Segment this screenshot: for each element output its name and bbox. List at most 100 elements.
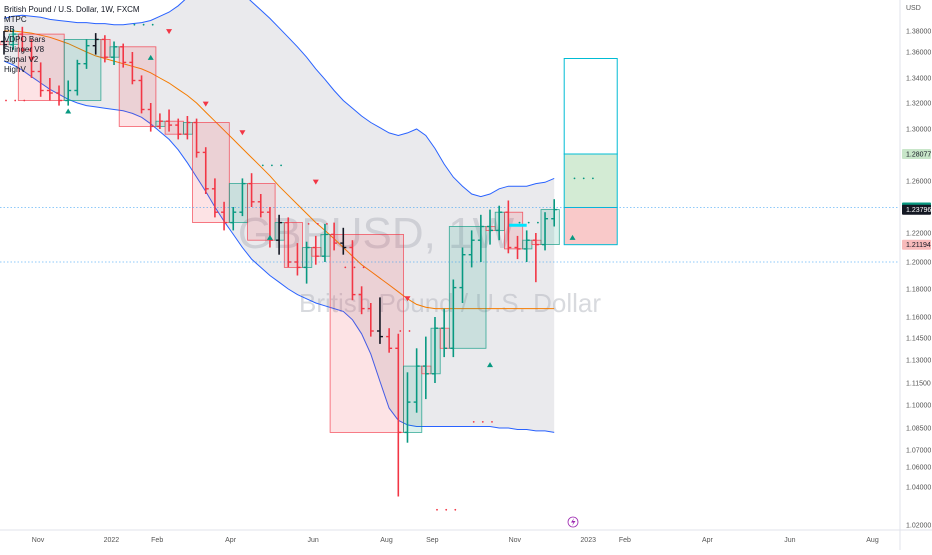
- vdpo-box: [228, 183, 249, 224]
- buy-signal: [147, 54, 154, 60]
- sell-signal: [404, 296, 411, 302]
- signal-dot: [436, 508, 438, 511]
- ohlc-bar: [349, 240, 356, 301]
- legend-indicator[interactable]: MTPC: [4, 15, 27, 24]
- price-badge-bg: [902, 149, 931, 159]
- price-tick-label: 1.06000: [906, 465, 931, 472]
- vdpo-box: [503, 211, 524, 250]
- price-badge-bg: [902, 239, 931, 250]
- ohlc-bar: [65, 80, 72, 106]
- sell-signal: [239, 130, 246, 136]
- price-tick-label: 1.30000: [906, 127, 931, 134]
- currency-label: USD: [906, 5, 921, 12]
- signal-dot: [582, 177, 585, 180]
- position-tool[interactable]: [508, 58, 618, 246]
- legend-indicator[interactable]: Signal V2: [4, 55, 39, 64]
- ohlc-bar: [193, 118, 200, 158]
- price-tick-label: 1.08500: [906, 426, 931, 433]
- vdpo-box: [118, 46, 157, 127]
- ohlc-bar: [505, 200, 512, 254]
- signal-dot: [23, 99, 26, 102]
- ohlc-bar: [487, 209, 494, 245]
- ohlc-bar: [404, 372, 411, 443]
- ohlc-bar: [431, 317, 438, 383]
- watermark-name: British Pound / U.S. Dollar: [299, 288, 601, 318]
- ohlc-bars: [1, 26, 558, 497]
- ohlc-bar: [175, 118, 182, 140]
- signal-dot: [271, 164, 273, 167]
- price-badge: 1.28077: [902, 149, 931, 159]
- buy-signal: [487, 362, 494, 368]
- buy-signal: [266, 234, 273, 240]
- lightning-icon[interactable]: [567, 516, 579, 528]
- time-tick-label: 2022: [104, 537, 120, 544]
- signal-dot: [573, 177, 576, 180]
- ohlc-bar: [532, 233, 539, 283]
- price-axis[interactable]: 1.02000 1.04000 1.06000 1.07000 1.08500 1.100…: [902, 29, 931, 530]
- price-badge-label: 1.23796: [906, 207, 931, 214]
- signal-marks: [5, 23, 594, 511]
- ohlc-bar: [441, 308, 448, 358]
- time-axis[interactable]: Nov 2022 Feb Apr Jun Aug Sep Nov 2023 Feb Apr Jun Au…: [32, 537, 932, 544]
- time-tick-label: Aug: [866, 537, 879, 544]
- ohlc-bar: [514, 235, 521, 260]
- lower-band-line: [3, 60, 555, 433]
- sell-signal: [202, 101, 209, 107]
- ohlc-bar: [56, 85, 63, 106]
- signal-dot: [472, 421, 475, 423]
- buy-signal: [569, 234, 576, 240]
- ohlc-bar: [285, 217, 292, 268]
- vdpo-box: [283, 222, 303, 268]
- price-tick-label: 1.16000: [906, 315, 931, 322]
- time-tick-label: Aug: [380, 537, 393, 544]
- price-badge: 1.23796: [902, 204, 931, 215]
- ohlc-bar: [523, 230, 530, 262]
- vdpo-box: [403, 365, 423, 433]
- ohlc-bar: [211, 178, 218, 218]
- ohlc-bar: [156, 113, 163, 129]
- ohlc-bar: [395, 333, 402, 497]
- ohlc-bar: [257, 194, 264, 218]
- sell-signal: [312, 179, 319, 185]
- ohlc-bar: [83, 39, 90, 69]
- ohlc-bar: [276, 214, 283, 255]
- ohlc-bar: [202, 147, 209, 194]
- legend-indicator[interactable]: HighV: [4, 65, 26, 74]
- ohlc-bar: [294, 243, 301, 276]
- price-tick-label: 1.02000: [906, 523, 931, 530]
- time-tick-label: Feb: [619, 537, 631, 544]
- price-tick-label: 1.26000: [906, 179, 931, 186]
- legend-indicator[interactable]: Stringer V8: [4, 45, 45, 54]
- ohlc-bar: [376, 297, 383, 344]
- price-tick-label: 1.34000: [906, 76, 931, 83]
- legend-title[interactable]: British Pound / U.S. Dollar, 1W, FXCM: [4, 5, 140, 14]
- ohlc-bar: [74, 59, 81, 96]
- signal-dot: [408, 330, 411, 332]
- ohlc-bar: [147, 103, 154, 132]
- ohlc-bar: [340, 227, 347, 255]
- legend-indicator[interactable]: VDPO Bars: [4, 35, 46, 44]
- ohlc-bar: [358, 286, 365, 315]
- signal-dot: [537, 221, 539, 224]
- price-badge-bg: [902, 204, 931, 215]
- signal-dot: [344, 266, 347, 269]
- ohlc-bar: [120, 43, 127, 68]
- time-tick-label: Sep: [426, 537, 439, 544]
- ohlc-bar: [10, 28, 17, 50]
- ohlc-bar: [230, 207, 237, 231]
- price-tick-label: 1.38000: [906, 29, 931, 36]
- ohlc-bar: [312, 235, 319, 265]
- ohlc-bar: [422, 336, 429, 400]
- legend-indicator[interactable]: BB: [4, 25, 15, 34]
- time-tick-label: 2023: [580, 537, 596, 544]
- ohlc-bar: [19, 26, 26, 52]
- time-tick-label: Nov: [32, 537, 45, 544]
- signal-dot: [445, 508, 448, 511]
- chart-legend: British Pound / U.S. Dollar, 1W, FXCM MT…: [4, 5, 140, 75]
- ohlc-bar: [303, 241, 310, 284]
- ohlc-bar: [542, 212, 549, 251]
- signal-dot: [307, 223, 310, 225]
- price-tick-label: 1.13000: [906, 358, 931, 365]
